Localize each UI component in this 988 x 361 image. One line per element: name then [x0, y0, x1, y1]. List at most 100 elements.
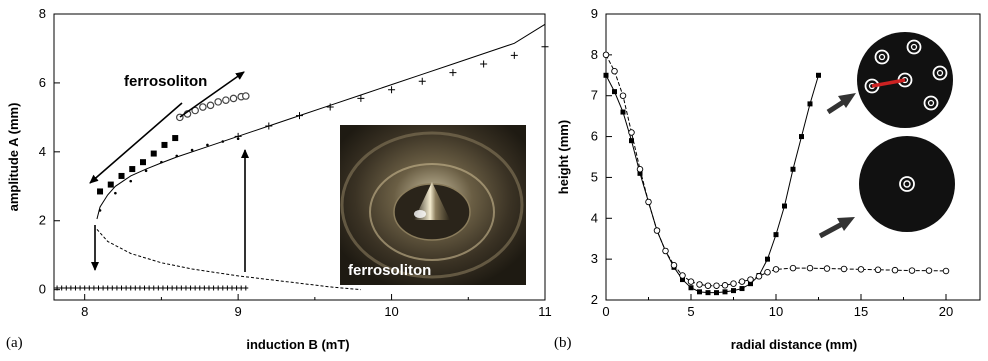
data-point-circle — [199, 103, 207, 111]
data-point-square — [790, 166, 796, 172]
panel-b-ticks: 0 5 10 15 20 2 3 4 5 6 7 8 9 — [591, 6, 953, 319]
data-point-plus — [146, 285, 152, 291]
data-point-circle — [823, 265, 831, 272]
data-point-plus — [100, 285, 106, 291]
data-point-plus — [91, 285, 97, 291]
data-point-plus — [234, 285, 240, 291]
data-point-plus — [137, 285, 143, 291]
data-point-square — [150, 150, 157, 157]
photo-label: ferrosoliton — [348, 262, 431, 279]
data-point-circle — [619, 92, 627, 99]
y-tick-label: 7 — [591, 88, 598, 103]
data-point-circle — [747, 276, 754, 283]
data-point-plus — [449, 69, 457, 77]
data-point-square — [816, 72, 821, 78]
panel-a-ticks: 8 9 10 11 0 2 4 6 8 — [39, 6, 552, 319]
data-point-plus — [77, 285, 83, 291]
panel-b-label: (b) — [554, 335, 572, 351]
data-point-circle — [730, 280, 737, 287]
data-point-square — [172, 135, 179, 142]
panel-a-ylabel: amplitude A (mm) — [6, 103, 21, 212]
data-point-square — [620, 109, 626, 115]
data-point-plus — [123, 285, 129, 291]
y-tick-label: 8 — [39, 6, 46, 21]
data-point-square — [97, 188, 104, 195]
series-line-6 — [96, 229, 361, 291]
data-point-plus — [128, 285, 134, 291]
arrow-to-single-soliton — [818, 217, 855, 239]
data-point-plus — [151, 285, 157, 291]
x-tick-label: 0 — [602, 304, 609, 319]
data-point-square — [765, 256, 770, 262]
data-point-circle — [687, 278, 695, 285]
data-point-plus — [68, 285, 74, 291]
data-point-plus — [63, 285, 69, 291]
data-point-plus — [160, 285, 166, 291]
data-point-plus — [178, 285, 184, 291]
arrow-to-hex-pattern — [826, 93, 856, 115]
data-point-plus — [86, 285, 92, 291]
data-point-circle — [721, 282, 729, 289]
data-point-dot — [114, 191, 117, 195]
series-line-0 — [605, 75, 819, 294]
data-point-square — [739, 286, 745, 292]
data-point-plus — [201, 285, 207, 291]
data-point-square — [688, 285, 694, 291]
data-point-circle — [229, 94, 238, 103]
data-point-plus — [165, 285, 171, 291]
data-point-circle — [222, 96, 230, 104]
data-point-square — [782, 203, 787, 209]
data-point-plus — [238, 285, 244, 291]
data-point-plus — [211, 285, 217, 291]
data-point-circle — [602, 51, 610, 59]
data-point-circle — [857, 266, 865, 273]
ferrosoliton-arrow-label: ferrosoliton — [124, 73, 207, 90]
series-line-5 — [96, 23, 546, 220]
data-point-plus — [510, 51, 518, 59]
panel-b-xlabel: radial distance (mm) — [731, 337, 857, 352]
panel-b-plot: 0 5 10 15 20 2 3 4 5 6 7 8 9 radial distance (mm) he… — [554, 6, 981, 352]
data-point-circle — [789, 264, 797, 272]
y-tick-label: 0 — [39, 282, 46, 297]
data-point-plus — [357, 94, 365, 102]
panel-b-ylabel: height (mm) — [556, 120, 571, 194]
data-point-circle — [214, 98, 222, 106]
data-point-plus — [169, 285, 175, 291]
ferrosoliton-photo-inset: ferrosoliton — [340, 125, 526, 285]
pattern-spot-center — [878, 53, 886, 61]
data-point-circle — [628, 129, 635, 136]
data-point-plus — [229, 285, 235, 291]
data-point-square — [129, 166, 136, 173]
data-point-plus — [142, 285, 148, 291]
data-point-circle — [704, 282, 712, 289]
panel-b-frame — [605, 13, 981, 301]
data-point-square — [603, 72, 609, 78]
data-point-square — [161, 141, 168, 148]
pattern-spot — [923, 95, 939, 111]
soliton-cone-shape — [414, 182, 450, 220]
data-point-plus — [215, 285, 221, 291]
data-point-dot — [190, 148, 194, 152]
increasing-arrow — [179, 71, 245, 118]
pattern-spot-center — [936, 69, 944, 77]
data-point-plus — [82, 285, 88, 291]
data-point-plus — [155, 285, 161, 291]
data-point-plus — [114, 285, 120, 291]
y-tick-label: 4 — [591, 210, 598, 225]
data-point-square — [705, 290, 711, 296]
pattern-spot — [906, 39, 922, 55]
data-point-circle — [772, 266, 780, 273]
data-point-circle — [241, 92, 250, 100]
data-point-square — [139, 159, 146, 166]
data-point-dot — [206, 143, 209, 147]
y-tick-label: 6 — [591, 129, 598, 144]
data-point-square — [107, 181, 114, 188]
data-point-plus — [95, 285, 101, 291]
data-point-square — [807, 101, 813, 107]
data-point-circle — [925, 267, 933, 274]
y-tick-label: 6 — [39, 75, 46, 90]
data-point-plus — [541, 43, 549, 51]
x-tick-label: 20 — [939, 304, 953, 319]
